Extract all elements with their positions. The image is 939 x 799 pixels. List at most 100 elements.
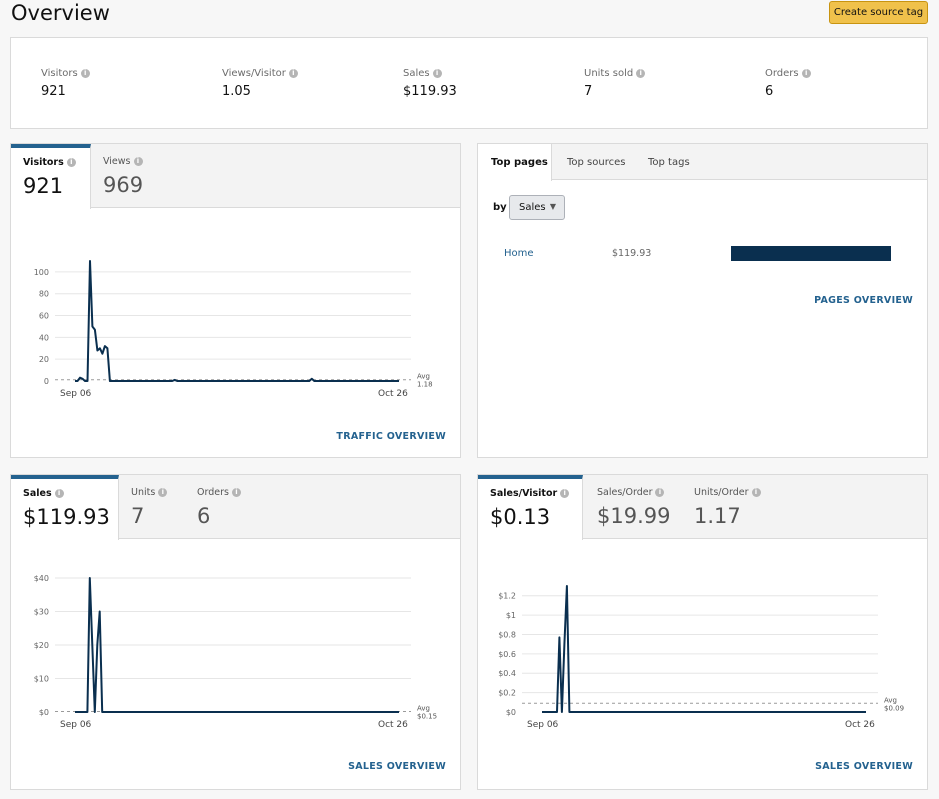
info-icon[interactable]: i (54, 489, 64, 498)
x-tick-label: Oct 26 (378, 720, 408, 730)
y-tick-label: 80 (39, 290, 49, 299)
average-value: $0.09 (884, 704, 904, 712)
average-value: $0.15 (417, 712, 437, 720)
x-tick-label: Sep 06 (60, 720, 92, 730)
tab-top-tags[interactable]: Top tags (648, 157, 690, 168)
tab-value: $19.99 (597, 504, 671, 528)
tab-sales[interactable]: Sales i $119.93 (11, 475, 119, 540)
y-tick-label: $0.2 (498, 689, 516, 698)
tab-value: 969 (103, 173, 144, 197)
summary-card: Visitors i 921 Views/Visitor i 1.05 Sales i… (10, 37, 928, 129)
tab-value: 1.17 (694, 504, 741, 528)
page-row-label[interactable]: Home (504, 248, 534, 259)
sales-overview-link[interactable]: SALES OVERVIEW (348, 761, 446, 772)
sales-overview-link-2[interactable]: SALES OVERVIEW (815, 761, 913, 772)
page-title: Overview (11, 1, 110, 25)
tab-top-sources[interactable]: Top sources (567, 157, 626, 168)
sales-chart: $0 $10 $20 $30 $40 Avg$0.15 Sep 06 Oct 26 (34, 574, 437, 730)
summary-label: Sales (403, 68, 430, 79)
average-value: 1.18 (417, 381, 433, 389)
info-icon[interactable]: i (636, 69, 646, 78)
traffic-card: Visitors i 921 Views i 969 0 20 40 60 80 100 Avg… (10, 143, 461, 458)
pages-overview-link[interactable]: PAGES OVERVIEW (814, 295, 913, 306)
y-tick-label: 60 (39, 312, 49, 321)
info-icon[interactable]: i (158, 488, 168, 497)
tab-sales-per-order[interactable]: Sales/Order i $19.99 (585, 475, 682, 540)
x-tick-label: Oct 26 (378, 389, 408, 399)
tab-label: Sales/Visitor (490, 488, 558, 499)
tab-visitors[interactable]: Visitors i 921 (11, 144, 91, 209)
info-icon[interactable]: i (133, 157, 143, 166)
tab-top-pages[interactable]: Top pages (478, 144, 552, 181)
tab-sales-per-visitor[interactable]: Sales/Visitor i $0.13 (478, 475, 583, 540)
tab-views[interactable]: Views i 969 (91, 144, 191, 209)
y-tick-label: 0 (44, 377, 49, 386)
top-tabstrip (478, 144, 927, 180)
create-source-tag-button[interactable]: Create source tag (829, 1, 928, 24)
summary-label: Units sold (584, 68, 634, 79)
traffic-overview-link[interactable]: TRAFFIC OVERVIEW (336, 431, 446, 442)
y-tick-label: $10 (34, 675, 49, 684)
tab-label: Sales (23, 488, 52, 499)
average-label: Avg (884, 696, 897, 704)
y-tick-label: $0.6 (498, 650, 516, 659)
info-icon[interactable]: i (66, 158, 76, 167)
tab-label: Units (131, 487, 156, 498)
summary-orders: Orders i 6 (765, 68, 811, 99)
tab-label: Sales/Order (597, 487, 653, 498)
summary-label: Orders (765, 68, 799, 79)
tab-orders[interactable]: Orders i 6 (185, 475, 265, 540)
info-icon[interactable]: i (80, 69, 90, 78)
series-line (75, 260, 399, 382)
summary-units-sold: Units sold i 7 (584, 68, 646, 99)
sales-per-visitor-chart: $0 $0.2 $0.4 $0.6 $0.8 $1 $1.2 Avg$0.09 Sep 06 Oc… (498, 585, 904, 730)
series-line (542, 585, 866, 713)
summary-value: 1.05 (222, 84, 251, 99)
sales-card: Sales i $119.93 Units i 7 Orders i 6 $0 $10 $… (10, 474, 461, 790)
summary-views-per-visitor: Views/Visitor i 1.05 (222, 68, 298, 99)
y-tick-label: $0 (506, 708, 516, 717)
page-row-value: $119.93 (612, 248, 652, 259)
tab-units[interactable]: Units i 7 (119, 475, 185, 540)
tab-label: Units/Order (694, 487, 749, 498)
page-row-bar (731, 246, 891, 261)
sort-by-select[interactable]: Sales ▼ (509, 195, 565, 220)
tab-value: 6 (197, 504, 211, 528)
y-tick-label: $0 (39, 708, 49, 717)
info-icon[interactable]: i (288, 69, 298, 78)
tab-units-per-order[interactable]: Units/Order i 1.17 (682, 475, 772, 540)
info-icon[interactable]: i (751, 488, 761, 497)
y-tick-label: $30 (34, 608, 49, 617)
summary-value: 921 (41, 84, 66, 99)
select-value: Sales (519, 202, 546, 213)
x-tick-label: Oct 26 (845, 720, 875, 730)
tab-value: 7 (131, 504, 145, 528)
info-icon[interactable]: i (801, 69, 811, 78)
average-label: Avg (417, 373, 430, 381)
summary-label: Visitors (41, 68, 78, 79)
by-label: by (493, 202, 507, 213)
tab-label: Orders (197, 487, 229, 498)
y-tick-label: $40 (34, 574, 49, 583)
info-icon[interactable]: i (432, 69, 442, 78)
summary-sales: Sales i $119.93 (403, 68, 457, 99)
average-label: Avg (417, 704, 430, 712)
y-tick-label: 100 (34, 268, 49, 277)
summary-visitors: Visitors i 921 (41, 68, 90, 99)
tab-value: $119.93 (23, 505, 110, 529)
series-line (75, 577, 399, 713)
info-icon[interactable]: i (231, 488, 241, 497)
info-icon[interactable]: i (655, 488, 665, 497)
summary-value: $119.93 (403, 84, 457, 99)
y-tick-label: 20 (39, 355, 49, 364)
summary-value: 7 (584, 84, 593, 99)
tab-label: Views (103, 156, 131, 167)
y-tick-label: $0.8 (498, 630, 516, 639)
tab-value: 921 (23, 174, 64, 198)
y-tick-label: $1 (506, 611, 516, 620)
y-tick-label: $0.4 (498, 669, 516, 678)
info-icon[interactable]: i (560, 489, 570, 498)
chevron-down-icon: ▼ (549, 202, 556, 211)
summary-label: Views/Visitor (222, 68, 286, 79)
